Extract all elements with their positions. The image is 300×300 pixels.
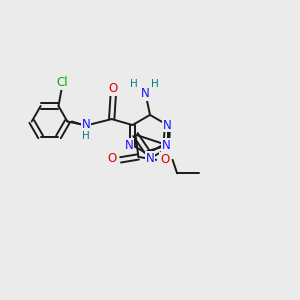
Text: H: H [130,79,138,89]
Text: H: H [82,131,90,141]
Text: N: N [163,118,172,131]
Text: N: N [146,152,154,165]
Text: Cl: Cl [56,76,68,89]
Text: N: N [162,139,171,152]
Text: N: N [82,118,90,131]
Text: O: O [108,152,117,165]
Text: H: H [151,79,158,89]
Text: N: N [141,87,150,100]
Text: O: O [160,153,169,167]
Text: N: N [124,139,133,152]
Text: O: O [109,82,118,95]
